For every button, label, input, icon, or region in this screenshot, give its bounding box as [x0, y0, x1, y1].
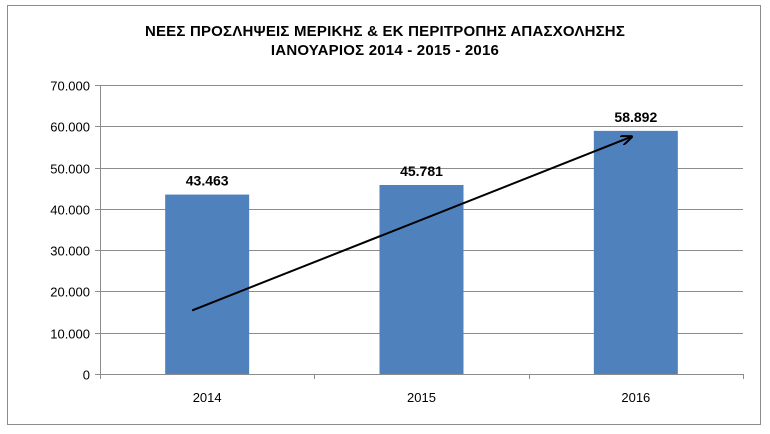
y-tick-label: 70.000 — [50, 79, 90, 94]
data-label: 43.463 — [186, 173, 229, 189]
y-tick-label: 0 — [83, 368, 90, 383]
trend-arrow — [191, 137, 632, 312]
chart-title: ΝΕΕΣ ΠΡΟΣΛΗΨΕΙΣ ΜΕΡΙΚΗΣ & ΕΚ ΠΕΡΙΤΡΟΠΗΣ … — [144, 23, 626, 40]
bar — [379, 184, 464, 374]
y-tick-label: 20.000 — [50, 285, 90, 300]
y-tick-label: 30.000 — [50, 244, 90, 259]
y-axis-tick-labels: 0 10.000 20.000 30.000 40.000 50.000 60.000 70.… — [50, 79, 90, 383]
y-tick-label: 40.000 — [50, 203, 90, 218]
data-labels: 43.463 45.781 58.892 — [186, 109, 658, 189]
x-tick-label: 2016 — [621, 390, 650, 405]
bar — [593, 130, 678, 374]
bar — [165, 194, 250, 374]
x-axis-tick-labels: 2014 2015 2016 — [193, 390, 651, 405]
chart-title-block: ΝΕΕΣ ΠΡΟΣΛΗΨΕΙΣ ΜΕΡΙΚΗΣ & ΕΚ ΠΕΡΙΤΡΟΠΗΣ … — [0, 22, 770, 60]
y-tick-label: 10.000 — [50, 327, 90, 342]
axes — [100, 85, 744, 379]
data-label: 45.781 — [400, 163, 443, 179]
bars — [165, 130, 678, 374]
data-label: 58.892 — [614, 109, 657, 125]
y-tick-label: 60.000 — [50, 120, 90, 135]
x-tick-label: 2014 — [193, 390, 222, 405]
x-tick-label: 2015 — [407, 390, 436, 405]
chart-subtitle: ΙΑΝΟΥΑΡΙΟΣ 2014 - 2015 - 2016 — [270, 42, 500, 59]
y-tick-label: 50.000 — [50, 162, 90, 177]
